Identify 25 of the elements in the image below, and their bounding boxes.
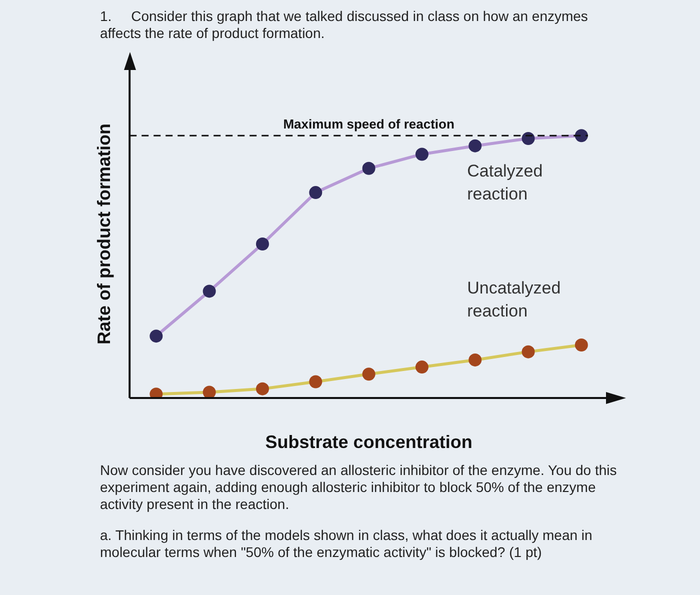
point xyxy=(362,162,376,175)
point xyxy=(468,353,482,366)
ref-line-label: Maximum speed of reaction xyxy=(283,116,454,132)
point xyxy=(415,148,428,161)
point xyxy=(202,284,216,298)
y-axis-title: Rate of product formation xyxy=(94,124,114,344)
point xyxy=(256,382,269,396)
chart-title: 1. Consider this graph that we talked discussed in class on how an enzymes affects the rate of product formation. xyxy=(100,8,589,42)
point xyxy=(574,129,588,142)
series-label: Uncatalyzed reaction xyxy=(467,278,561,321)
text: Now consider you have discovered an allosteric inhibitor of the enzyme. You do this experiment again, adding enough allosteric inhibitor to block 50% of the enzyme activity present in the reaction. xyxy=(100,462,618,513)
series-label: Catalyzed reaction xyxy=(467,161,543,204)
point xyxy=(415,360,428,374)
point xyxy=(362,368,376,381)
point xyxy=(309,186,322,200)
text: a. Thinking in terms of the models shown in class, what does it actually mean in molecular terms when "50% of the enzymatic activity" is blocked? (1 pt) xyxy=(100,527,594,561)
point xyxy=(150,330,163,343)
point xyxy=(468,139,482,152)
point xyxy=(150,388,163,398)
point xyxy=(574,338,588,352)
point xyxy=(202,386,216,398)
point xyxy=(256,237,269,250)
x-axis-title: Substrate concentration xyxy=(265,432,472,452)
point xyxy=(522,345,535,358)
point xyxy=(309,375,322,388)
